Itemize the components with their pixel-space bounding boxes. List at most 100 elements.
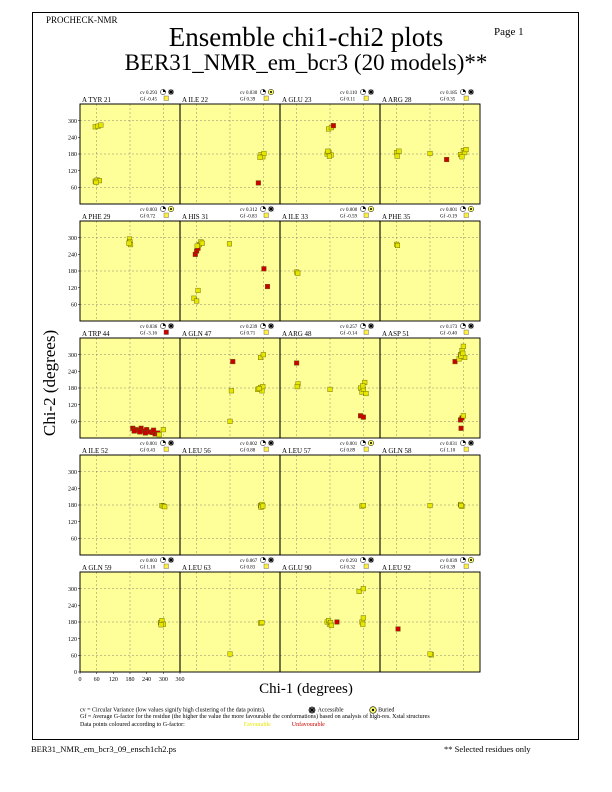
gf-colour-box [464, 213, 469, 218]
cv-pie-wedge [263, 440, 266, 443]
cv-pie-wedge [363, 89, 366, 92]
gf-colour-box [264, 564, 269, 569]
panel-label: A GLN 47 [182, 330, 212, 338]
gf-colour-box [164, 447, 169, 452]
panel-cv: cv 0.039 [440, 559, 458, 564]
y-tick-label: 120 [68, 403, 77, 409]
data-point [329, 623, 334, 628]
data-point [328, 387, 333, 392]
gf-colour-box [364, 564, 369, 569]
cv-pie-wedge [463, 440, 466, 443]
data-point [428, 151, 433, 156]
x-tick-label: 120 [109, 677, 118, 683]
x-tick-label: 180 [126, 677, 135, 683]
panel-label: A ASP 51 [382, 330, 410, 338]
data-point [395, 243, 400, 248]
cv-pie-wedge [263, 89, 266, 92]
legend-accessible: Accessible [318, 707, 344, 713]
panel-cv: cv 0.003 [140, 208, 158, 213]
gf-colour-box [364, 447, 369, 452]
data-point [459, 503, 464, 508]
data-point [229, 388, 234, 393]
y-tick-label: 180 [68, 503, 77, 509]
data-point [395, 154, 400, 159]
buried-icon-dot [370, 442, 372, 444]
y-tick-label: 60 [71, 303, 77, 309]
data-point [361, 415, 366, 420]
data-point [360, 383, 365, 388]
panel-cv: cv 0.001 [140, 442, 158, 447]
panel-cv: cv 0.000 [340, 208, 358, 213]
buried-icon-dot [370, 208, 372, 210]
data-point [260, 620, 265, 625]
accessible-icon [168, 440, 174, 446]
y-tick-label: 60 [71, 420, 77, 426]
panel-gf: Gf 1.10 [140, 566, 156, 571]
panel-label: A ILE 52 [82, 447, 109, 455]
panel-cv: cv 0.239 [240, 325, 258, 330]
data-point [361, 503, 366, 508]
y-tick-label: 120 [68, 637, 77, 643]
data-point [230, 359, 235, 364]
data-point [357, 589, 362, 594]
accessible-icon [268, 557, 274, 563]
y-tick-label: 180 [68, 269, 77, 275]
panel-label: A TYR 21 [82, 96, 112, 104]
y-tick-label: 300 [68, 119, 77, 125]
accessible-icon [168, 323, 174, 329]
panel-cv: cv 0.036 [140, 325, 158, 330]
y-tick-label: 300 [68, 236, 77, 242]
gf-colour-box [464, 330, 469, 335]
y-tick-label: 60 [71, 537, 77, 543]
panel-cv: cv 0.110 [340, 91, 358, 96]
buried-icon-dot [270, 91, 272, 93]
y-tick-label: 180 [68, 620, 77, 626]
panel-label: A LEU 56 [182, 447, 211, 455]
cv-pie-wedge [263, 557, 266, 560]
gf-colour-box [264, 213, 269, 218]
data-point [295, 384, 300, 389]
data-point [461, 413, 466, 418]
gf-colour-box [164, 564, 169, 569]
panel-gf: Gf 0.89 [340, 449, 356, 454]
data-point [94, 180, 99, 185]
y-tick-label: 120 [68, 286, 77, 292]
footer-filename: BER31_NMR_em_bcr3_09_ensch1ch2.ps [31, 744, 176, 754]
accessible-icon [368, 557, 374, 563]
data-point [194, 299, 199, 304]
cv-pie-wedge [363, 557, 366, 560]
panel-gf: Gf -0.14 [340, 332, 357, 337]
gf-colour-box [464, 564, 469, 569]
data-point [256, 181, 261, 186]
data-point [228, 419, 233, 424]
buried-icon-dot [470, 559, 472, 561]
cv-pie-wedge [463, 206, 466, 209]
data-point [460, 351, 465, 356]
panel-gf: Gf 0.39 [440, 566, 456, 571]
accessible-icon [468, 89, 474, 95]
panel-label: A ILE 22 [182, 96, 209, 104]
panel-gf: Gf -0.83 [240, 215, 257, 220]
buried-icon [369, 706, 377, 714]
x-tick-label: 60 [94, 677, 100, 683]
data-point [137, 430, 142, 435]
panel-cv: cv 0.312 [240, 208, 258, 213]
legend-buried: Buried [378, 707, 394, 713]
data-point [228, 652, 233, 657]
panel-gf: Gf -0.45 [140, 98, 157, 103]
legend-favourable: Favourable [244, 722, 271, 728]
panel-gf: Gf 0.11 [340, 98, 356, 103]
panel-gf: Gf 0.72 [140, 215, 156, 220]
data-point [459, 426, 464, 431]
data-point [453, 359, 458, 364]
panel-label: A HIS 31 [182, 213, 209, 221]
y-tick-label: 300 [68, 353, 77, 359]
x-tick-label: 360 [176, 677, 185, 683]
panel-gf: Gf 0.32 [340, 566, 356, 571]
cv-pie-wedge [163, 323, 166, 326]
gf-colour-box [164, 96, 169, 101]
panel-cv: cv 0.002 [240, 442, 258, 447]
data-point [428, 652, 433, 657]
legend-cv-text: cv = Circular Variance (low values signi… [80, 707, 265, 713]
x-tick-label: 300 [159, 677, 168, 683]
